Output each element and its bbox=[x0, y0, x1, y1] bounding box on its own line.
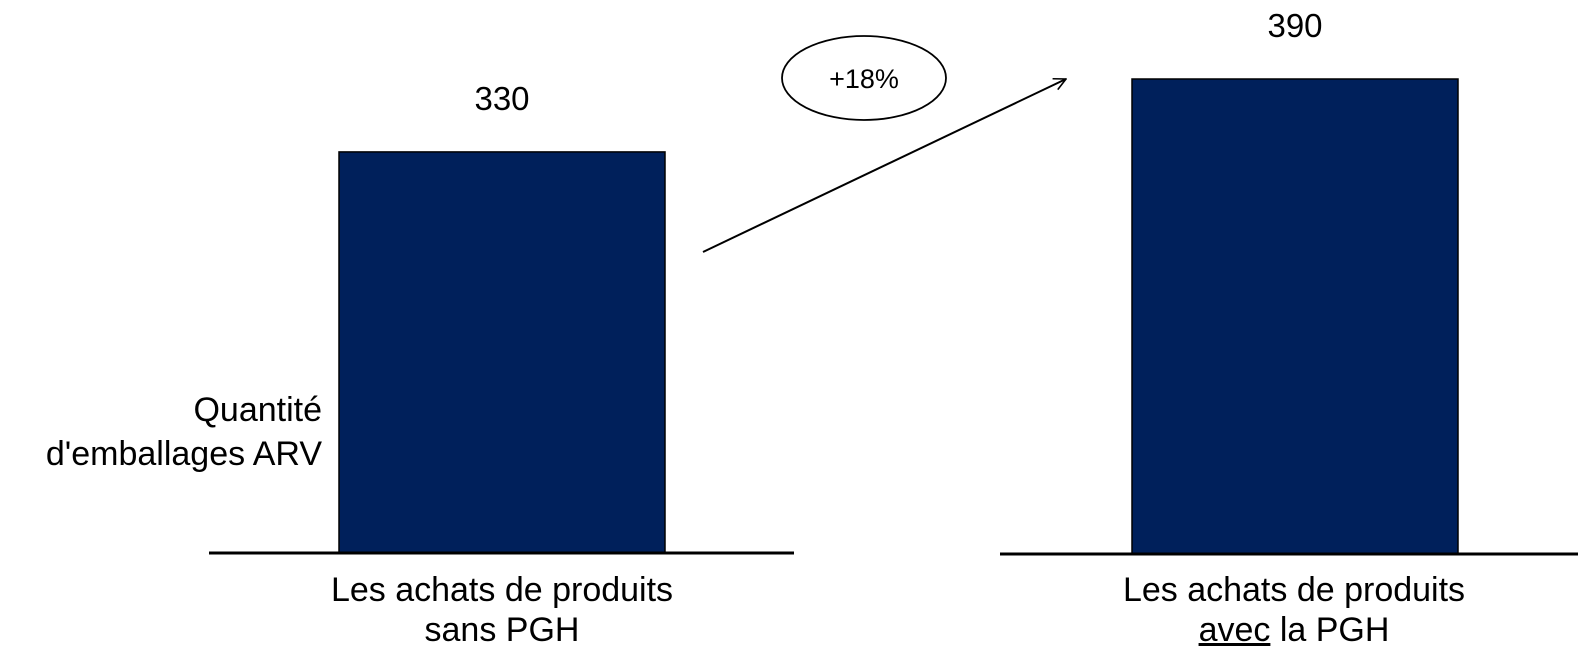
category-label-1-line-2: avec la PGH bbox=[1198, 611, 1390, 649]
growth-arrow bbox=[702, 79, 1066, 253]
category-label-1-line-1: Les achats de produits bbox=[1122, 571, 1466, 609]
category-label-0-line-2: sans PGH bbox=[424, 611, 580, 649]
y-axis-label: Quantité d'emballages ARV bbox=[46, 388, 322, 476]
bar-1 bbox=[1131, 78, 1459, 555]
value-label-0: 330 bbox=[474, 80, 529, 117]
category-label-1: Les achats de produits avec la PGH bbox=[994, 570, 1578, 650]
value-label-1: 390 bbox=[1267, 7, 1322, 44]
y-axis-label-line-1: Quantité bbox=[193, 391, 322, 429]
y-axis-label-line-2: d'emballages ARV bbox=[45, 435, 322, 473]
category-label-1-emphasis: avec bbox=[1198, 611, 1271, 649]
growth-badge-text: +18% bbox=[829, 64, 899, 94]
growth-badge-ellipse bbox=[781, 35, 947, 121]
category-label-0: Les achats de produits sans PGH bbox=[202, 570, 802, 650]
category-label-0-line-1: Les achats de produits bbox=[330, 571, 674, 609]
bar-0 bbox=[338, 151, 666, 554]
